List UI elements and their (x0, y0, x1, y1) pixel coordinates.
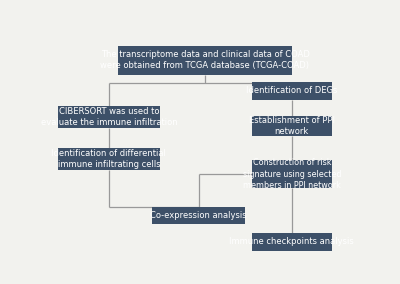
Text: Identification of differential
immune infiltrating cells: Identification of differential immune in… (52, 149, 166, 169)
FancyBboxPatch shape (58, 106, 160, 128)
FancyBboxPatch shape (252, 82, 332, 100)
Text: Construction of risk
signature using selected
members in PPI network: Construction of risk signature using sel… (242, 158, 341, 190)
Text: Co-expression analysis: Co-expression analysis (150, 211, 247, 220)
FancyBboxPatch shape (152, 207, 245, 224)
FancyBboxPatch shape (252, 116, 332, 136)
FancyBboxPatch shape (252, 160, 332, 188)
FancyBboxPatch shape (118, 46, 292, 74)
FancyBboxPatch shape (58, 148, 160, 170)
Text: Establishment of PPI
network: Establishment of PPI network (249, 116, 335, 136)
Text: The transcriptome data and clinical data of COAD
were obtained from TCGA databas: The transcriptome data and clinical data… (100, 50, 310, 70)
Text: Immune checkpoints analysis: Immune checkpoints analysis (230, 237, 354, 246)
Text: CIBERSORT was used to
evaluate the immune infiltration: CIBERSORT was used to evaluate the immun… (40, 107, 177, 127)
Text: Identification of DEGs: Identification of DEGs (246, 86, 338, 95)
FancyBboxPatch shape (252, 233, 332, 250)
